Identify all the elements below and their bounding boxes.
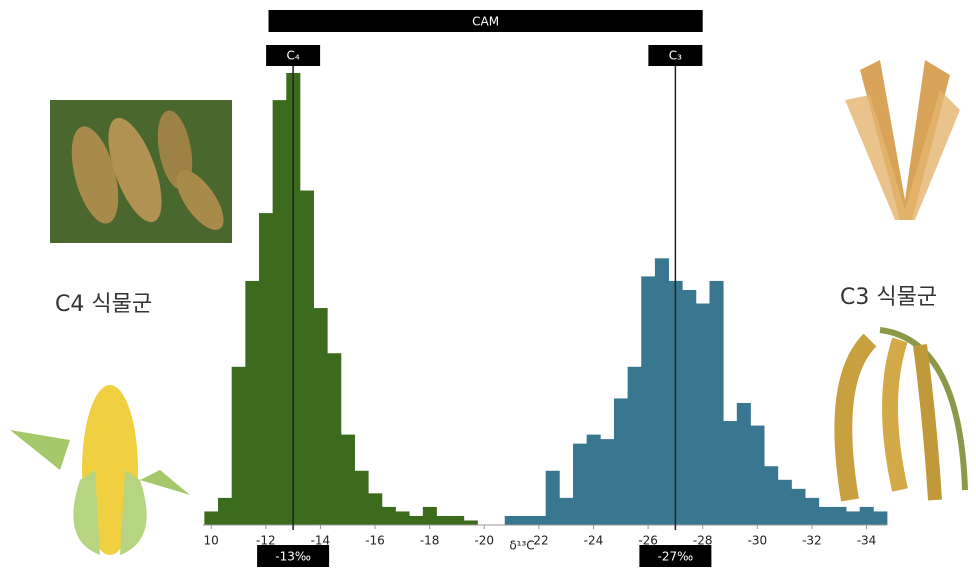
histogram-bar: [245, 280, 260, 525]
histogram-bar: [395, 511, 410, 525]
histogram-bar: [859, 506, 874, 525]
x-tick-label: -34: [857, 534, 877, 548]
type-label: C₄: [287, 49, 300, 63]
type-label-box: [266, 45, 321, 66]
type-label: C₃: [669, 49, 682, 63]
histogram-bar: [504, 515, 519, 525]
histogram-bar: [654, 258, 669, 525]
value-label-box: [257, 545, 330, 567]
histogram-bar: [518, 515, 533, 525]
histogram-bar: [409, 515, 424, 525]
x-tick-label: -26: [638, 534, 658, 548]
cam-range-bar: [268, 10, 703, 32]
x-tick-label: -18: [420, 534, 440, 548]
histogram-bar: [436, 515, 451, 525]
histogram-bar: [204, 511, 219, 525]
histogram-bar: [572, 443, 588, 525]
histogram-bar: [791, 488, 806, 525]
histogram-bar: [641, 276, 656, 525]
histogram-bar: [818, 506, 833, 525]
wheat-photo: [845, 60, 960, 220]
corn-photo: [10, 385, 190, 555]
histogram-bar: [545, 470, 560, 525]
histogram-bar: [258, 213, 274, 525]
value-label: -27‰: [658, 550, 694, 564]
histogram-bar: [764, 466, 779, 525]
x-tick-label: -20: [474, 534, 494, 548]
c3-group-label: C3 식물군: [840, 285, 937, 310]
value-label-box: [639, 545, 712, 567]
histogram-bar: [832, 506, 847, 525]
x-tick-label: -16: [365, 534, 385, 548]
x-tick-label: -24: [584, 534, 604, 548]
histogram-bar: [381, 506, 396, 525]
type-label-box: [648, 45, 703, 66]
histogram-bar: [231, 366, 246, 525]
x-tick-label: -28: [693, 534, 713, 548]
histogram-bar: [709, 280, 724, 525]
x-axis-label: δ¹³C: [509, 539, 534, 553]
x-tick-label: -32: [802, 534, 822, 548]
histogram-bar: [600, 439, 615, 525]
histogram-bar: [750, 425, 765, 525]
histogram-bar: [873, 511, 888, 525]
histogram-bar: [368, 493, 383, 525]
histogram-bar: [613, 398, 628, 525]
x-tick-label: -14: [311, 534, 331, 548]
histogram-bar: [299, 190, 314, 525]
histogram-bar: [218, 497, 233, 525]
histogram-bar: [532, 515, 547, 525]
histogram-bar: [723, 421, 738, 525]
x-tick-label: 10: [204, 534, 219, 548]
histogram-bar: [682, 289, 697, 525]
rice-photo: [834, 327, 968, 502]
x-tick-label: -30: [747, 534, 767, 548]
c4-group-label: C4 식물군: [55, 292, 152, 317]
histogram-bar: [422, 506, 437, 525]
histogram-bar: [736, 402, 751, 525]
histogram-bar: [695, 303, 710, 525]
x-tick-label: -22: [529, 534, 549, 548]
histogram-bar: [327, 353, 342, 525]
histogram-bar: [313, 308, 328, 525]
value-label: -13‰: [275, 550, 311, 564]
millet-photo: [50, 100, 232, 243]
x-tick-label: -12: [256, 534, 276, 548]
histogram-bar: [340, 434, 355, 525]
histogram-bar: [272, 100, 287, 526]
histogram-bar: [627, 366, 642, 525]
histogram-bar: [450, 515, 465, 525]
histogram-bar: [846, 511, 861, 525]
histogram-bar: [559, 497, 574, 525]
cam-label: CAM: [472, 15, 499, 29]
histogram-bar: [354, 470, 369, 525]
histogram-bar: [777, 479, 792, 525]
histogram-bar: [586, 434, 601, 525]
histogram-bar: [805, 497, 820, 525]
histogram-bar: [463, 520, 478, 525]
